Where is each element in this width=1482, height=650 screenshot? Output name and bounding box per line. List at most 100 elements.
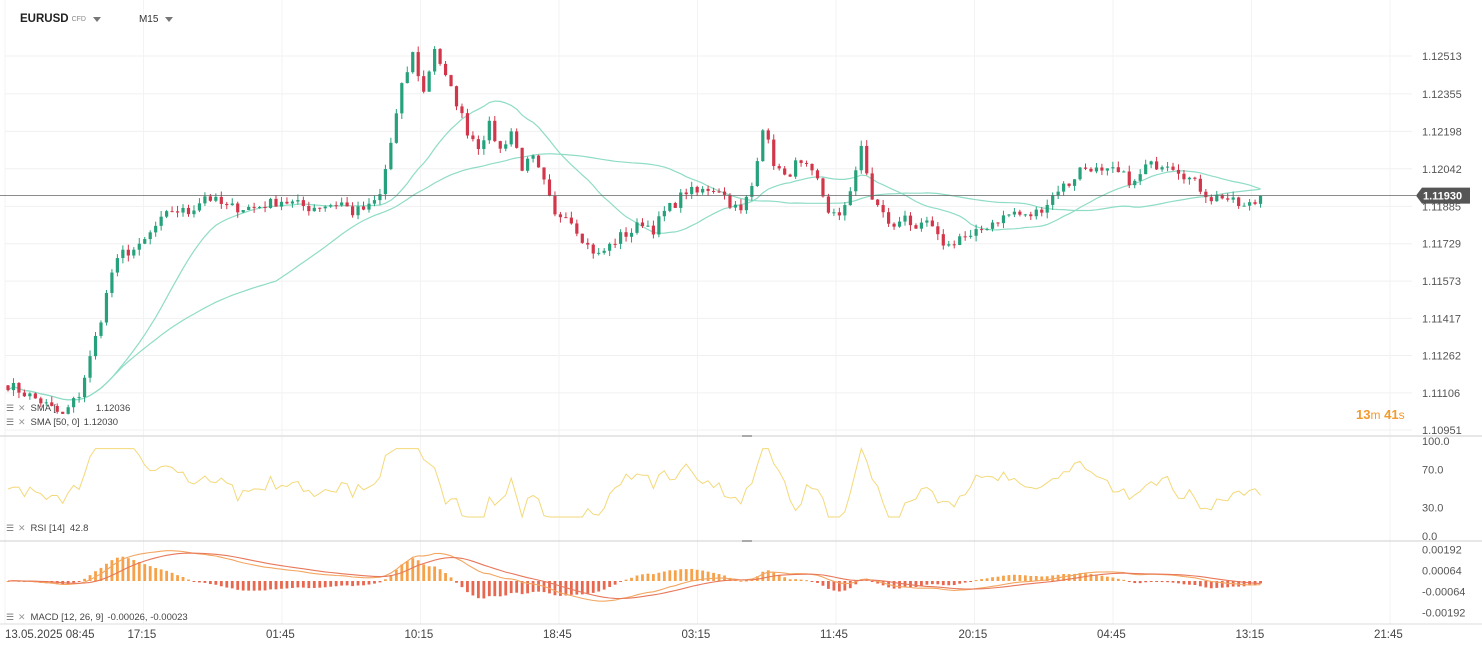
macd-histogram-bar [170,572,174,581]
macd-histogram-bar [373,581,376,584]
candle-body [389,142,393,170]
macd-histogram-bar [684,569,688,581]
candle-body [312,207,316,212]
chart-toolbar: EURUSD CFD M15 [20,10,174,28]
timeframe-selector[interactable]: M15 [138,13,159,25]
macd-histogram-bar [920,581,923,586]
macd-tick-label: -0.00064 [1422,587,1465,599]
candle-body [77,397,81,399]
candle-body [591,244,595,254]
candle-body [635,222,639,233]
macd-histogram-bar [427,566,431,581]
macd-histogram-bar [526,581,530,594]
macd-histogram-bar [652,574,655,581]
macd-histogram-bar [1018,574,1022,581]
macd-histogram-bar [1177,581,1180,584]
candle-body [258,206,262,208]
candle-body [947,244,951,246]
candle-body [443,63,448,76]
candle-body [329,205,333,207]
time-tick-label: 17:15 [128,629,157,641]
macd-histogram-bar [176,575,179,581]
candle-body [509,131,513,145]
macd-histogram-bar [608,581,612,587]
menu-icon[interactable]: ☰ [6,612,15,622]
macd-histogram-bar [936,581,940,585]
macd-histogram-bar [548,581,551,594]
candle-body [241,210,245,213]
candle-body [165,211,169,217]
macd-histogram-bar [159,569,163,581]
macd-histogram-bar [301,581,305,588]
candle-body [963,236,967,238]
rsi-pane: 100.0 70.0 30.0 0.0 [7,436,1450,543]
sma-legend-2: ☰ ✕ SMA [50, 0] 1.12030 [6,417,118,428]
macd-pane: 0.00192 0.00064 -0.00064 -0.00192 [6,545,1465,620]
macd-histogram-bar [154,567,158,581]
close-icon[interactable]: ✕ [18,417,26,427]
menu-icon[interactable]: ☰ [6,403,15,413]
menu-icon[interactable]: ☰ [6,417,15,427]
candle-body [1105,168,1109,171]
symbol-name[interactable]: EURUSD [20,13,69,25]
macd-histogram-bar [985,578,989,581]
candle-body [372,200,377,204]
macd-histogram-bar [411,558,415,581]
macd-histogram-bar [438,569,442,581]
candle-body [159,216,163,226]
candle-body [17,383,21,393]
price-tick-label: 1.11729 [1422,239,1461,251]
candle-body [887,212,891,224]
close-icon[interactable]: ✕ [18,403,26,413]
candle-body [613,243,617,245]
macd-histogram-bar [695,569,699,581]
macd-histogram-bar [405,561,409,581]
macd-histogram-bar [214,581,218,585]
candle-body [515,131,519,148]
candle-body [569,217,573,224]
candle-body [1160,167,1164,170]
macd-histogram-bar [827,581,830,589]
macd-histogram-bar [230,581,234,589]
candle-body [651,225,656,235]
menu-icon[interactable]: ☰ [6,523,15,533]
macd-histogram-bar [345,581,349,586]
macd-histogram-bar [739,580,743,582]
candle-body [154,225,158,233]
macd-histogram-bar [701,570,705,581]
time-tick-label: 21:45 [1374,629,1403,641]
candle-body [274,198,278,207]
close-icon[interactable]: ✕ [18,612,26,622]
macd-histogram-bar [892,581,896,589]
candle-body [44,402,48,404]
macd-tick-label: 0.00192 [1422,545,1462,557]
macd-histogram-bar [126,558,130,581]
candle-body [985,228,989,230]
macd-histogram-bar [263,581,267,591]
candle-body [1204,191,1208,198]
macd-histogram-bar [991,577,994,581]
candle-body [815,170,820,179]
macd-histogram-bar [1182,581,1186,585]
symbol-dropdown-icon[interactable] [92,16,101,22]
macd-histogram-bar [788,579,792,581]
candle-body [148,232,152,240]
sma-line [7,100,1261,401]
candle-body [28,393,32,397]
macd-histogram-bar [192,581,196,582]
macd-histogram-bar [799,579,803,581]
candle-body [837,212,841,216]
candle-body [1155,161,1159,170]
macd-histogram-bar [1100,575,1104,581]
macd-histogram-bar [504,581,508,596]
candle-body [553,195,557,215]
timeframe-dropdown-icon[interactable] [165,16,174,22]
macd-histogram-bar [236,581,240,590]
candle-body [1149,161,1153,165]
close-icon[interactable]: ✕ [18,523,26,533]
candle-body [1067,183,1071,186]
candle-body [597,252,601,254]
current-price-line: 1.11930 [0,187,1470,204]
macd-histogram-bar [433,566,437,581]
